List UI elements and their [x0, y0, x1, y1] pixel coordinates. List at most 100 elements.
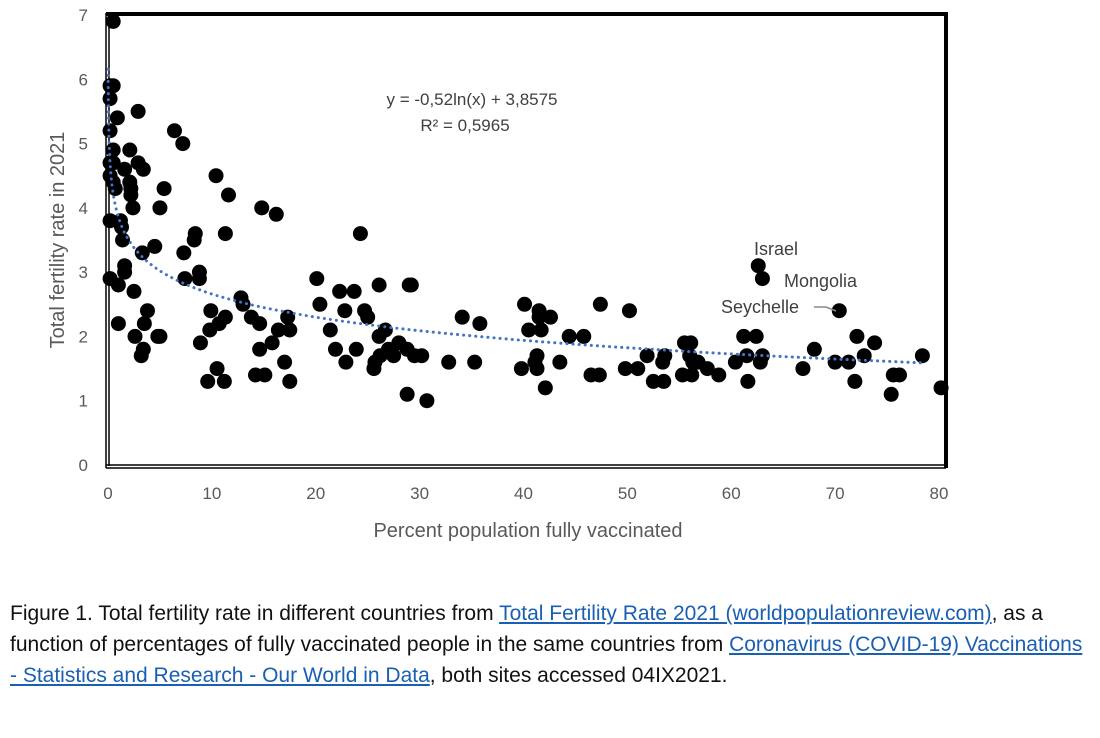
data-point: [630, 361, 646, 377]
data-point: [123, 187, 139, 203]
data-point: [280, 309, 296, 325]
caption-prefix: Figure 1. Total fertility rate in differ…: [10, 602, 500, 625]
y-tick-label: 7: [79, 6, 88, 25]
data-point: [102, 91, 118, 107]
data-point: [472, 316, 488, 332]
data-point: [156, 181, 172, 197]
link-covid-vaccinations[interactable]: Coronavirus (COVID-19) Vaccinations - St…: [10, 633, 1083, 687]
x-tick-label: 30: [410, 484, 429, 503]
x-tick-label: 80: [930, 484, 949, 503]
data-point: [656, 373, 672, 389]
data-point: [348, 341, 364, 357]
data-point: [441, 354, 457, 370]
data-point: [110, 316, 126, 332]
data-point: [337, 303, 353, 319]
plot-frame: [105, 12, 948, 469]
x-tick-label: 0: [103, 484, 112, 503]
data-point: [202, 322, 218, 338]
data-point: [517, 296, 533, 312]
data-point: [533, 322, 549, 338]
x-tick-label: 20: [306, 484, 325, 503]
data-point: [366, 361, 382, 377]
data-point: [208, 168, 224, 184]
data-point: [105, 13, 121, 29]
data-point: [740, 373, 756, 389]
data-point: [107, 181, 123, 197]
x-tick-label: 40: [514, 484, 533, 503]
data-point: [282, 373, 298, 389]
data-point: [338, 354, 354, 370]
y-tick-label: 5: [79, 135, 88, 154]
data-point: [264, 335, 280, 351]
data-point: [372, 348, 388, 364]
data-point: [795, 361, 811, 377]
data-point: [186, 232, 202, 248]
data-point: [827, 354, 843, 370]
y-tick-label: 6: [79, 70, 88, 89]
data-point: [592, 296, 608, 312]
data-point: [639, 348, 655, 364]
caption-suffix: , both sites accessed 04IX2021.: [429, 664, 728, 687]
figure-caption: Figure 1. Total fertility rate in differ…: [10, 598, 1095, 691]
trendline-r-squared: R² = 0,5965: [420, 116, 509, 135]
data-point: [257, 367, 273, 383]
data-point: [386, 348, 402, 364]
data-point: [312, 296, 328, 312]
data-point: [134, 245, 150, 261]
data-point: [399, 386, 415, 402]
data-point: [203, 303, 219, 319]
data-point: [576, 328, 592, 344]
data-point: [176, 245, 192, 261]
data-point: [117, 264, 133, 280]
data-point: [200, 373, 216, 389]
data-point: [277, 354, 293, 370]
data-point: [739, 348, 755, 364]
data-point: [130, 103, 146, 119]
data-point: [126, 283, 142, 299]
data-point: [282, 322, 298, 338]
y-tick-label: 3: [79, 263, 88, 282]
data-point: [467, 354, 483, 370]
data-point: [645, 373, 661, 389]
data-point: [403, 277, 419, 293]
y-tick-label: 4: [79, 199, 88, 218]
data-point: [346, 283, 362, 299]
data-point: [235, 296, 251, 312]
data-point: [152, 328, 168, 344]
data-point: [109, 110, 125, 126]
data-point: [414, 348, 430, 364]
data-point: [105, 142, 121, 158]
data-point: [110, 277, 126, 293]
data-point: [621, 303, 637, 319]
data-point: [849, 328, 865, 344]
data-point: [127, 328, 143, 344]
link-total-fertility-rate[interactable]: Total Fertility Rate 2021 (worldpopulati…: [499, 602, 992, 625]
data-point: [209, 361, 225, 377]
data-point: [352, 226, 368, 242]
data-point: [561, 328, 577, 344]
data-point: [102, 213, 118, 229]
data-point: [371, 277, 387, 293]
data-point: [220, 187, 236, 203]
data-point: [933, 380, 949, 396]
data-point: [914, 348, 930, 364]
data-point: [537, 380, 553, 396]
data-point: [521, 322, 537, 338]
data-point: [191, 271, 207, 287]
trendline: [106, 67, 925, 365]
data-point: [841, 354, 857, 370]
data-point: [699, 361, 715, 377]
data-point: [754, 271, 770, 287]
data-point: [655, 354, 671, 370]
data-point: [736, 328, 752, 344]
data-point: [806, 341, 822, 357]
data-point: [529, 361, 545, 377]
data-point: [748, 328, 764, 344]
data-point: [268, 206, 284, 222]
data-point: [122, 142, 138, 158]
data-point: [192, 335, 208, 351]
annotation-seychelle: Seychelle: [721, 297, 799, 317]
annotation-mongolia: Mongolia: [784, 271, 858, 291]
x-tick-label: 50: [618, 484, 637, 503]
trendline-equation: y = -0,52ln(x) + 3,8575: [386, 90, 557, 109]
